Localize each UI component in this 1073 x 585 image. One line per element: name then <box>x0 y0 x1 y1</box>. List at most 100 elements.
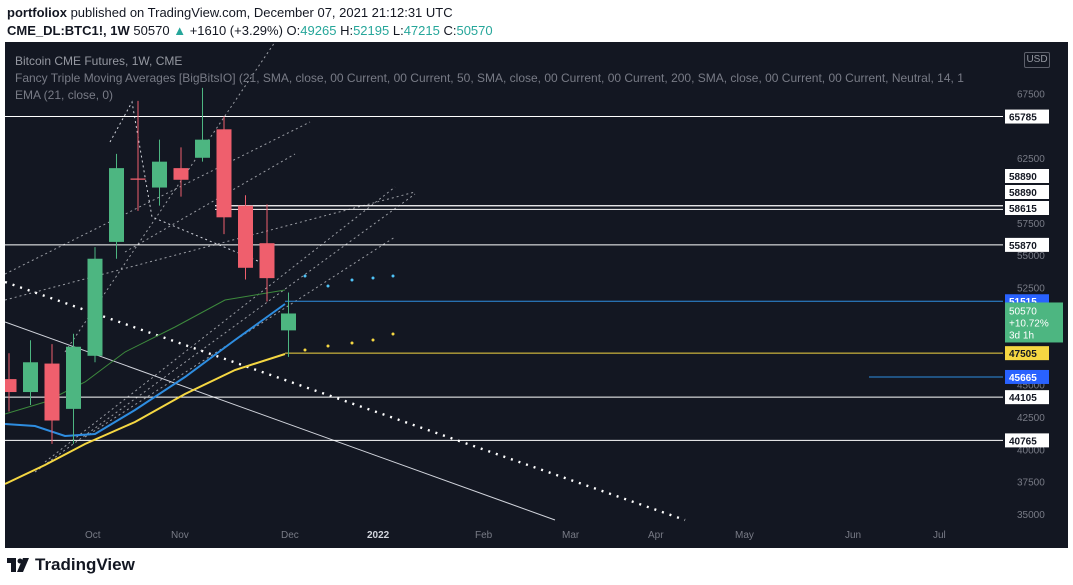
trendline-dotted <box>44 186 396 463</box>
ma-yellow-line <box>5 353 286 485</box>
candle-body <box>152 161 167 188</box>
candle-body <box>238 205 253 268</box>
brand-name: TradingView <box>35 555 135 574</box>
symbol-name: CME_DL:BTC1!, 1W <box>7 23 130 38</box>
high-label: H: <box>340 23 354 38</box>
price-axis-badge-label: 58890 <box>1009 172 1037 183</box>
current-price-badge <box>1005 302 1063 343</box>
x-axis-tick-label: Jun <box>845 530 861 541</box>
trendline-dotted <box>5 191 416 301</box>
author-name[interactable]: portfoliox <box>7 5 67 20</box>
candle-body <box>173 168 189 180</box>
x-axis-tick-label: Apr <box>648 530 664 541</box>
tradingview-logo-icon <box>7 558 29 572</box>
price-axis-badge <box>1005 185 1049 199</box>
published-text: published on TradingView.com, December 0… <box>70 5 453 20</box>
y-axis-tick-label: 35000 <box>1017 510 1045 521</box>
price-change: +1610 (+3.29%) <box>189 23 283 38</box>
x-axis-tick-label: Jul <box>933 530 946 541</box>
projection-dot-cyan <box>391 274 395 278</box>
current-price-label: 50570 <box>1009 306 1037 317</box>
legend-indicator-ema[interactable]: EMA (21, close, 0) <box>15 88 114 102</box>
x-axis-tick-label: Dec <box>281 530 299 541</box>
price-axis-badge-label: 58890 <box>1009 188 1037 199</box>
trendline-dotted <box>5 121 311 275</box>
trendline-dotted <box>34 193 416 473</box>
current-price-countdown: 3d 1h <box>1009 330 1034 341</box>
projection-dot-cyan <box>326 284 330 288</box>
candle-body <box>195 139 210 158</box>
projection-dot-yellow <box>371 338 375 342</box>
y-axis-tick-label: 42500 <box>1017 413 1045 424</box>
chart-background <box>5 42 1068 548</box>
candle-body <box>130 178 146 180</box>
projection-dot-yellow <box>326 344 330 348</box>
y-axis-tick-label: 55000 <box>1017 251 1045 262</box>
price-axis-badge-label: 55870 <box>1009 241 1037 252</box>
price-axis-badge <box>1005 346 1049 361</box>
y-axis-tick-label: 57500 <box>1017 219 1045 230</box>
last-price: 50570 <box>133 23 170 38</box>
y-axis-tick-label: 52500 <box>1017 284 1045 295</box>
publish-line: portfoliox published on TradingView.com,… <box>7 5 453 20</box>
projection-dot-yellow <box>303 348 307 352</box>
x-axis-tick-label: Mar <box>562 530 580 541</box>
chart-area[interactable]: 3500037500400004250045000475005250055000… <box>5 42 1068 548</box>
price-axis-badge <box>1005 169 1049 183</box>
change-arrow-icon: ▲ <box>173 23 187 38</box>
close-label: C: <box>443 23 457 38</box>
candle-body <box>109 168 124 242</box>
candle-body <box>5 379 17 393</box>
footer-brand[interactable]: TradingView <box>7 555 135 575</box>
projection-dot-cyan <box>350 278 354 282</box>
y-axis-tick-label: 62500 <box>1017 154 1045 165</box>
low-value: 47215 <box>403 23 440 38</box>
x-axis-tick-label: May <box>735 530 754 541</box>
x-axis-tick-label: 2022 <box>367 530 390 541</box>
projection-dot-yellow <box>391 332 395 336</box>
y-axis-tick-label: 37500 <box>1017 478 1045 489</box>
close-value: 50570 <box>456 23 493 38</box>
projection-dot-cyan <box>371 276 375 280</box>
current-price-change: +10.72% <box>1009 318 1049 329</box>
legend-symbol[interactable]: Bitcoin CME Futures, 1W, CME <box>15 54 183 68</box>
price-axis-badge <box>1005 369 1049 384</box>
price-axis-badge <box>1005 201 1049 215</box>
open-value: 49265 <box>300 23 337 38</box>
candle-body <box>66 346 81 409</box>
trendline-dotted <box>84 236 396 438</box>
price-axis-badge-label: 47505 <box>1009 349 1037 360</box>
y-axis-tick-label: 67500 <box>1017 89 1045 100</box>
projection-dot-yellow <box>350 341 354 345</box>
symbol-line: CME_DL:BTC1!, 1W 50570 ▲ +1610 (+3.29%) … <box>7 23 493 38</box>
price-axis-badge <box>1005 433 1049 448</box>
low-label: L: <box>392 23 404 38</box>
price-axis-badge-label: 65785 <box>1009 113 1037 124</box>
chart-canvas[interactable]: 3500037500400004250045000475005250055000… <box>5 42 1068 548</box>
price-axis-badge-label: 44105 <box>1009 393 1037 404</box>
x-axis-tick-label: Oct <box>85 530 101 541</box>
price-axis-badge-label: 58615 <box>1009 204 1037 215</box>
candle-body <box>259 243 275 279</box>
candle-body <box>23 362 38 393</box>
candle-body <box>87 258 103 356</box>
y-axis-tick-label: 45000 <box>1017 381 1045 392</box>
price-axis-badge <box>1005 390 1049 405</box>
x-axis-tick-label: Nov <box>171 530 189 541</box>
legend-indicator-ma[interactable]: Fancy Triple Moving Averages [BigBitsIO]… <box>15 71 964 85</box>
candle-body <box>44 363 60 421</box>
price-axis-badge-label: 45665 <box>1009 373 1037 384</box>
projection-dot-cyan <box>303 274 307 278</box>
price-axis-badge <box>1005 237 1049 252</box>
y-axis-tick-label: 40000 <box>1017 445 1045 456</box>
candle-body <box>216 129 232 218</box>
x-axis-tick-label: Feb <box>475 530 493 541</box>
price-axis-badge-label: 40765 <box>1009 436 1037 447</box>
ema-blue-line <box>5 303 286 438</box>
trendline-descending <box>5 280 686 522</box>
currency-badge[interactable]: USD <box>1024 52 1050 68</box>
high-value: 52195 <box>353 23 390 38</box>
open-label: O: <box>286 23 301 38</box>
candle-body <box>281 313 296 331</box>
price-axis-badge <box>1005 109 1049 124</box>
